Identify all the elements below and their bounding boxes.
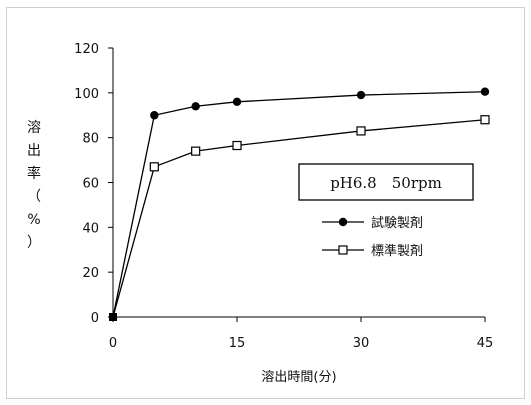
data-point: [191, 102, 199, 110]
y-tick-label: 40: [82, 221, 99, 236]
x-axis-label: 溶出時間(分): [261, 370, 336, 385]
legend-label: 標準製剤: [371, 243, 423, 259]
y-axis-label-char: （: [27, 189, 41, 205]
x-tick-label: 15: [229, 336, 246, 351]
y-axis-ticks: 0 20 40 60 80 100 120: [74, 42, 113, 326]
condition-label: pH6.8 50rpm: [330, 174, 442, 192]
y-tick-label: 60: [82, 177, 99, 192]
legend-item: 標準製剤: [322, 243, 423, 259]
data-point: [233, 142, 241, 150]
data-point: [357, 91, 365, 99]
y-tick-label: 20: [82, 266, 99, 281]
series-line: [113, 120, 485, 317]
series-2: [109, 116, 489, 321]
x-axis-ticks: 0 15 30 45: [109, 317, 493, 351]
data-point: [109, 313, 117, 321]
legend-marker: [339, 218, 347, 226]
series-line: [113, 92, 485, 317]
y-axis-label-char: 溶: [27, 120, 41, 136]
y-axis-label-char: 出: [27, 143, 41, 159]
x-tick-label: 30: [353, 336, 370, 351]
y-tick-label: 80: [82, 132, 99, 147]
data-point: [192, 147, 200, 155]
data-point: [481, 116, 489, 124]
y-axis-label-char: ）: [27, 235, 41, 251]
data-point: [233, 98, 241, 106]
y-axis-label: 溶出率 （% ）: [27, 120, 41, 251]
data-point: [357, 127, 365, 135]
data-point: [150, 111, 158, 119]
legend-label: 試験製剤: [371, 215, 423, 231]
data-point: [481, 88, 489, 96]
y-axis-label-char: 率: [27, 165, 41, 182]
dissolution-chart: 0 20 40 60 80 100 120 0 15 30 45 溶出率 （% ） 溶出時間(分) p…: [7, 8, 526, 400]
data-point: [150, 163, 158, 171]
x-tick-label: 0: [109, 336, 117, 351]
legend-marker: [339, 246, 347, 254]
y-tick-label: 0: [91, 311, 99, 326]
series-layer: [109, 88, 489, 321]
y-tick-label: 120: [74, 42, 99, 57]
chart-frame: 0 20 40 60 80 100 120 0 15 30 45 溶出率 （% ） 溶出時間(分) p…: [6, 7, 525, 399]
x-tick-label: 45: [477, 336, 494, 351]
legend-item: 試験製剤: [322, 215, 423, 231]
condition-box: pH6.8 50rpm: [299, 164, 473, 200]
y-axis-label-char: %: [27, 212, 40, 228]
series-1: [109, 88, 489, 321]
y-tick-label: 100: [74, 87, 99, 102]
